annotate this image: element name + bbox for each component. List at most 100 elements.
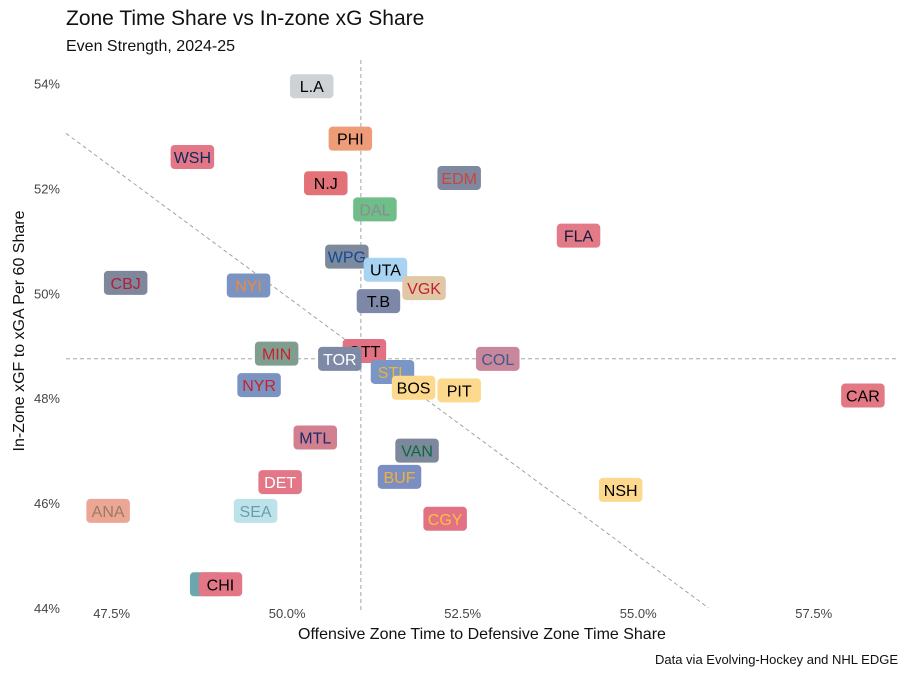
team-label: COL <box>481 352 514 369</box>
team-label-box <box>103 270 148 295</box>
team-label-box <box>254 341 299 366</box>
team-label: SEA <box>240 504 272 521</box>
team-label: CGY <box>428 512 463 529</box>
team-label: UTA <box>370 263 401 280</box>
team-point-mtl: MTL <box>293 425 337 450</box>
team-label-box <box>556 223 601 248</box>
team-label-box <box>476 346 520 371</box>
team-label: VGK <box>407 281 441 298</box>
team-label-box <box>363 257 408 282</box>
team-point-det: DET <box>258 470 302 495</box>
team-point-tor: TOR <box>318 346 362 371</box>
team-point-bos: BOS <box>391 375 436 400</box>
team-point-vgk: VGK <box>402 276 446 301</box>
team-label-box <box>198 572 243 597</box>
team-label: NSH <box>604 483 638 500</box>
data-source-caption: Data via Evolving-Hockey and NHL EDGE <box>654 652 898 667</box>
team-point-dal: DAL <box>353 197 397 222</box>
team-label-box <box>328 126 373 151</box>
team-point-phi: PHI <box>328 126 373 151</box>
team-point-cgy: CGY <box>423 506 467 531</box>
team-label-box <box>437 378 481 403</box>
team-label: MIN <box>262 347 291 364</box>
team-label: DAL <box>359 202 390 219</box>
team-label: NYI <box>235 278 262 295</box>
y-axis-title: In-Zone xGF to xGA Per 60 Share <box>11 210 28 451</box>
team-point-wpg: WPG <box>325 244 369 269</box>
x-tick-label: 52.5% <box>444 606 481 621</box>
team-label: VAN <box>401 444 433 461</box>
y-axis-ticks: 44% 46% 48% 50% 52% 54% <box>34 77 60 616</box>
team-label-box <box>86 498 130 523</box>
team-label: EDM <box>441 171 477 188</box>
team-label: PHI <box>337 132 364 149</box>
team-point-van: VAN <box>395 438 439 463</box>
team-point-chi: CHI <box>198 572 243 597</box>
y-tick-label: 50% <box>34 286 60 301</box>
team-point-wsh: WSH <box>170 144 215 169</box>
team-label-box <box>353 197 397 222</box>
team-point-cbj: CBJ <box>103 270 148 295</box>
team-label: CHI <box>207 577 235 594</box>
team-point-min: MIN <box>254 341 299 366</box>
team-label-box <box>377 464 422 489</box>
team-label: BUF <box>384 470 416 487</box>
team-label-box <box>304 171 348 196</box>
team-point-nyi: NYI <box>226 273 271 298</box>
team-label: FLA <box>564 229 594 246</box>
team-label: MTL <box>299 431 331 448</box>
team-label: T.B <box>367 294 390 311</box>
team-label-box <box>293 425 337 450</box>
team-point-pit: PIT <box>437 378 481 403</box>
team-point-uta: UTA <box>363 257 408 282</box>
y-tick-label: 54% <box>34 77 60 92</box>
team-label-box <box>402 276 446 301</box>
team-point-col: COL <box>476 346 520 371</box>
team-label-box <box>437 165 481 190</box>
y-tick-label: 52% <box>34 181 60 196</box>
team-label-box <box>237 373 281 398</box>
y-tick-label: 44% <box>34 601 60 616</box>
team-label-box <box>841 383 885 408</box>
team-point-tb: T.B <box>356 289 401 314</box>
team-label-box <box>233 498 278 523</box>
team-label: L.A <box>300 79 324 96</box>
x-tick-label: 57.5% <box>795 606 832 621</box>
team-label-box <box>318 346 362 371</box>
team-point-edm: EDM <box>437 165 481 190</box>
y-tick-label: 48% <box>34 391 60 406</box>
x-tick-label: 50.0% <box>269 606 306 621</box>
team-label: WSH <box>174 150 211 167</box>
team-label: ANA <box>92 504 125 521</box>
team-label-box <box>391 375 436 400</box>
team-point-la: L.A <box>289 74 334 99</box>
team-point-nsh: NSH <box>598 477 643 502</box>
team-label: CAR <box>846 389 880 406</box>
team-label-box <box>258 470 302 495</box>
x-tick-label: 55.0% <box>620 606 657 621</box>
team-point-fla: FLA <box>556 223 601 248</box>
team-label: PIT <box>447 383 472 400</box>
y-tick-label: 46% <box>34 496 60 511</box>
team-label-box <box>325 244 369 269</box>
team-label: TOR <box>323 352 356 369</box>
team-label-box <box>598 477 643 502</box>
team-point-sea: SEA <box>233 498 278 523</box>
team-label: NYR <box>242 378 276 395</box>
team-point-car: CAR <box>841 383 885 408</box>
team-label: CBJ <box>111 276 141 293</box>
x-axis-ticks: 47.5% 50.0% 52.5% 55.0% 57.5% <box>93 606 832 621</box>
team-label-box <box>226 273 271 298</box>
team-label: BOS <box>397 381 431 398</box>
team-label: DET <box>264 475 296 492</box>
chart-title: Zone Time Share vs In-zone xG Share <box>66 7 425 30</box>
x-axis-title: Offensive Zone Time to Defensive Zone Ti… <box>298 626 666 643</box>
chart-subtitle: Even Strength, 2024-25 <box>66 38 236 55</box>
team-label-box <box>356 289 401 314</box>
team-label: WPG <box>328 250 366 267</box>
team-point-ana: ANA <box>86 498 130 523</box>
team-point-buf: BUF <box>377 464 422 489</box>
team-label-box <box>395 438 439 463</box>
